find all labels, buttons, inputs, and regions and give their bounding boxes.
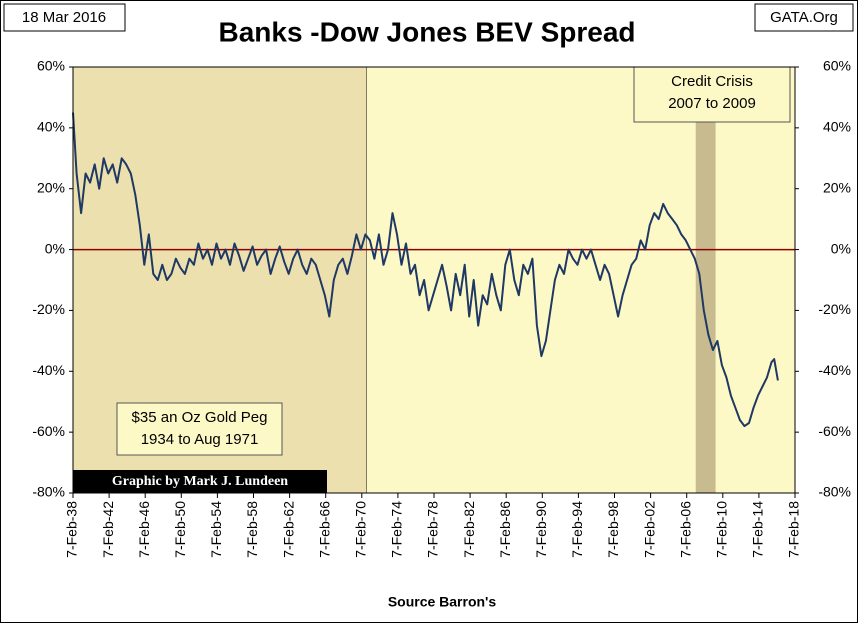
x-tick-label: 7-Feb-62 [280, 501, 296, 558]
y-tick-label: 0% [45, 240, 65, 256]
shaded-region [695, 67, 716, 493]
y-tick-label: 40% [37, 119, 65, 135]
x-tick-label: 7-Feb-58 [244, 501, 260, 558]
x-tick-label: 7-Feb-82 [461, 501, 477, 558]
y-tick-label: -60% [32, 423, 65, 439]
x-tick-label: 7-Feb-18 [786, 501, 802, 558]
source-label: GATA.Org [770, 9, 838, 26]
x-tick-label: 7-Feb-70 [353, 501, 369, 558]
x-tick-label: 7-Feb-74 [389, 501, 405, 558]
x-tick-label: 7-Feb-10 [714, 501, 730, 558]
x-tick-label: 7-Feb-94 [569, 501, 585, 558]
chart-title: Banks -Dow Jones BEV Spread [218, 16, 635, 47]
x-tick-label: 7-Feb-98 [605, 501, 621, 558]
x-tick-label: 7-Feb-90 [533, 501, 549, 558]
annotation-text: Credit Crisis [671, 73, 753, 90]
x-tick-label: 7-Feb-78 [425, 501, 441, 558]
y2-tick-label: -80% [818, 484, 851, 500]
plot: $35 an Oz Gold Peg 1934 to Aug 1971 Credit… [32, 58, 851, 558]
annotation-box [116, 402, 283, 456]
x-tick-label: 7-Feb-06 [677, 501, 693, 558]
credit-box [73, 470, 327, 493]
y-tick-label: -40% [32, 362, 65, 378]
x-tick-label: 7-Feb-86 [497, 501, 513, 558]
y2-tick-label: -60% [818, 423, 851, 439]
y2-tick-label: 20% [823, 179, 851, 195]
y2-tick-label: -20% [818, 301, 851, 317]
y2-tick-label: -40% [818, 362, 851, 378]
y-tick-label: -80% [32, 484, 65, 500]
x-tick-label: 7-Feb-50 [172, 501, 188, 558]
y-tick-label: -20% [32, 301, 65, 317]
x-tick-label: 7-Feb-46 [136, 501, 152, 558]
x-tick-label: 7-Feb-66 [316, 501, 332, 558]
x-tick-label: 7-Feb-14 [750, 501, 766, 558]
annotation-text: $35 an Oz Gold Peg [132, 409, 268, 426]
x-tick-label: 7-Feb-42 [100, 501, 116, 558]
x-axis-label: Source Barron's [388, 594, 497, 610]
y2-tick-label: 40% [823, 119, 851, 135]
date-label: 18 Mar 2016 [22, 9, 106, 26]
y-tick-label: 60% [37, 58, 65, 74]
y-tick-label: 20% [37, 179, 65, 195]
x-tick-label: 7-Feb-38 [64, 501, 80, 558]
source-box [754, 3, 854, 32]
credit-text: Graphic by Mark J. Lundeen [112, 474, 288, 489]
x-tick-label: 7-Feb-54 [208, 501, 224, 558]
date-box [3, 3, 126, 32]
x-tick-label: 7-Feb-02 [641, 501, 657, 558]
y2-tick-label: 0% [831, 240, 851, 256]
annotation-text: 2007 to 2009 [668, 95, 756, 112]
y2-tick-label: 60% [823, 58, 851, 74]
annotation-text: 1934 to Aug 1971 [141, 431, 259, 448]
data-line [72, 112, 779, 428]
